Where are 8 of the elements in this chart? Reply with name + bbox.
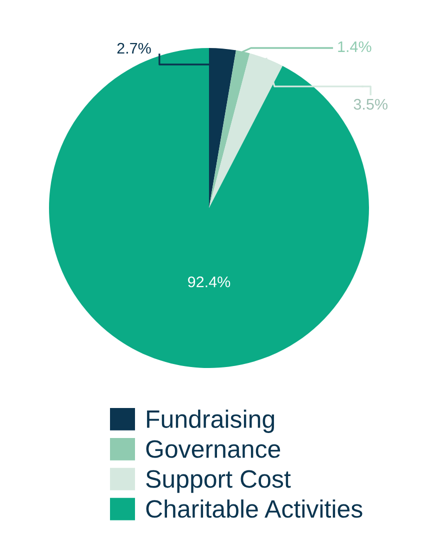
legend-label: Fundraising: [147, 410, 274, 433]
legend-label: Charitable Activities: [146, 499, 362, 518]
legend-label: Governance: [146, 440, 280, 458]
data-label: 92.4%: [188, 276, 230, 288]
data-label: 3.5%: [354, 98, 388, 110]
legend-label: Support Cost: [146, 470, 291, 493]
data-label: 2.7%: [117, 42, 151, 54]
data-label: 1.4%: [338, 41, 372, 52]
